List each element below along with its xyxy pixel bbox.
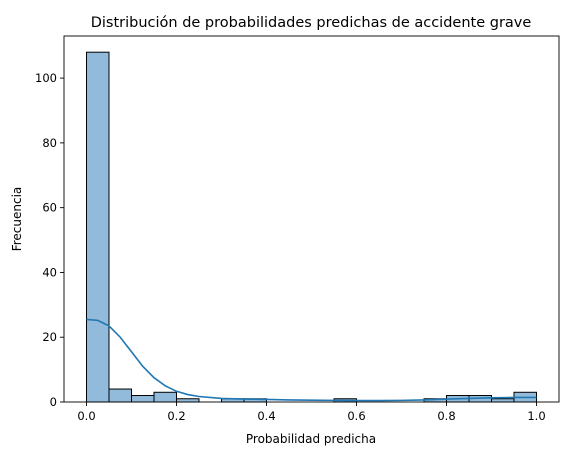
histogram-bar-2 — [131, 395, 155, 403]
y-tick-label: 100 — [35, 71, 57, 85]
y-tick-label: 40 — [42, 265, 57, 279]
x-tick-label: 0.2 — [167, 409, 185, 423]
y-tick-label: 60 — [42, 201, 57, 215]
histogram-bar-0 — [86, 51, 110, 403]
y-tick-label: 20 — [42, 330, 57, 344]
x-tick-label: 0.4 — [257, 409, 275, 423]
histogram-bar-1 — [108, 388, 132, 403]
y-tick-label: 80 — [42, 136, 57, 150]
x-tick-label: 0.8 — [437, 409, 455, 423]
x-tick-label: 1.0 — [527, 409, 545, 423]
chart-title: Distribución de probabilidades predichas… — [91, 15, 532, 31]
y-axis-label: Frecuencia — [10, 187, 24, 252]
x-tick-label: 0.6 — [347, 409, 365, 423]
histogram-bars — [86, 51, 537, 403]
x-axis-ticks: 0.0 0.2 0.4 0.6 0.8 1.0 — [77, 402, 546, 423]
y-axis-ticks: 0 20 40 60 80 100 — [35, 71, 64, 409]
x-tick-label: 0.0 — [77, 409, 95, 423]
y-tick-label: 0 — [50, 395, 57, 409]
kde-curve — [86, 318, 537, 402]
x-axis-label: Probabilidad predicha — [246, 432, 376, 446]
histogram-bar-4 — [176, 398, 200, 403]
histogram-bar-18 — [491, 398, 515, 403]
plot-frame — [63, 35, 560, 403]
histogram-bar-3 — [153, 391, 177, 403]
